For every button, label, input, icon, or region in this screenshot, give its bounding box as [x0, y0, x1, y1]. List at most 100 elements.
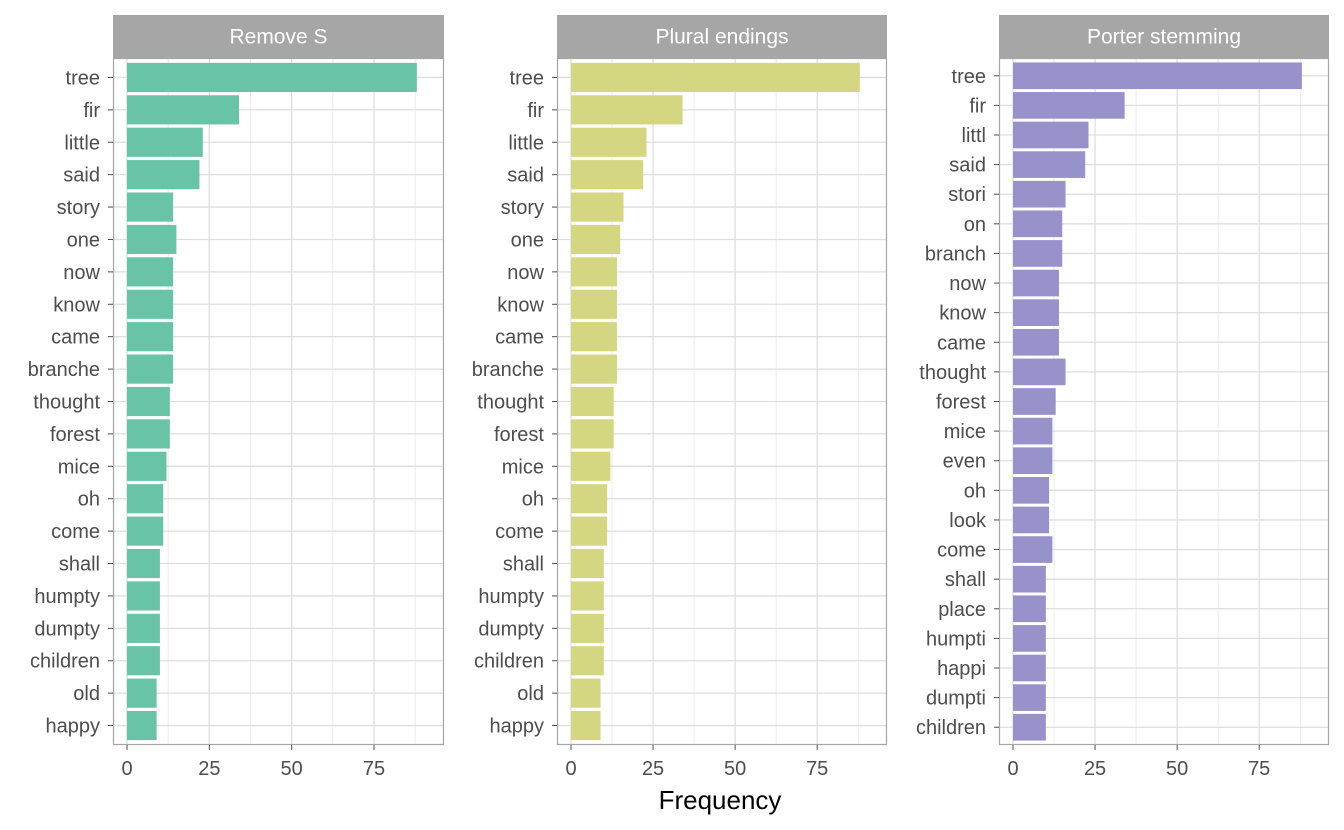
- bar: [571, 613, 604, 643]
- bar: [571, 322, 617, 352]
- bar: [1013, 595, 1046, 623]
- x-tick-label: 50: [724, 758, 746, 780]
- panel-border: [556, 57, 888, 746]
- bar: [571, 646, 604, 676]
- bar: [1013, 121, 1089, 149]
- category-label: happy: [490, 716, 545, 738]
- category-label: now: [949, 273, 986, 295]
- bar: [571, 678, 601, 708]
- category-label: know: [53, 294, 100, 316]
- x-tick-label: 25: [198, 758, 220, 780]
- bar: [1013, 477, 1050, 504]
- bar: [571, 484, 608, 514]
- bar: [1013, 684, 1046, 711]
- panels-layer: Remove S tree fir little said story one now know…: [28, 15, 1330, 780]
- bar: [571, 581, 604, 611]
- x-axis-title: Frequency: [659, 785, 782, 815]
- category-label: oh: [522, 489, 544, 511]
- bar: [1013, 536, 1053, 563]
- category-label: know: [939, 303, 986, 325]
- category-label: said: [507, 165, 544, 187]
- bar: [127, 192, 174, 222]
- category-label: children: [916, 717, 986, 739]
- bar: [127, 62, 417, 93]
- bar: [571, 160, 644, 190]
- category-label: come: [495, 521, 544, 543]
- bar: [571, 548, 604, 579]
- bar: [127, 451, 167, 481]
- bar: [127, 646, 160, 676]
- bar: [1013, 210, 1063, 238]
- bar: [1013, 625, 1046, 652]
- panel-border: [998, 57, 1330, 746]
- panel-title: Plural endings: [655, 26, 788, 49]
- category-label: dumpti: [926, 688, 986, 710]
- bar: [571, 192, 624, 222]
- bar: [127, 386, 170, 417]
- bar: [127, 95, 239, 125]
- panel: Plural endings tree fir little said story one n…: [472, 15, 888, 780]
- x-tick-label: 0: [1007, 758, 1018, 780]
- bar: [1013, 240, 1063, 267]
- bar: [1013, 269, 1059, 297]
- bar: [1013, 328, 1059, 356]
- category-label: story: [501, 197, 544, 219]
- category-label: came: [937, 332, 986, 354]
- category-label: forest: [494, 424, 544, 446]
- x-tick-label: 50: [1166, 758, 1188, 780]
- category-label: children: [30, 651, 100, 673]
- category-label: branch: [925, 243, 986, 265]
- category-label: children: [474, 651, 544, 673]
- bar: [127, 289, 174, 319]
- panel: Porter stemming tree fir littl said stori on br…: [916, 15, 1330, 780]
- panel-title: Porter stemming: [1087, 26, 1241, 49]
- category-label: tree: [66, 67, 100, 89]
- bar: [127, 548, 160, 579]
- bar: [127, 484, 164, 514]
- category-label: humpty: [478, 586, 544, 608]
- category-label: humpti: [926, 628, 986, 650]
- bar: [571, 419, 614, 449]
- bar: [127, 224, 177, 255]
- x-tick-label: 75: [1248, 758, 1270, 780]
- bar: [571, 451, 611, 481]
- x-tick-label: 75: [806, 758, 828, 780]
- x-tick-label: 75: [363, 758, 385, 780]
- x-tick-label: 0: [565, 758, 576, 780]
- bar: [1013, 506, 1050, 534]
- category-label: now: [63, 262, 100, 284]
- bar: [127, 354, 174, 384]
- category-label: came: [495, 327, 544, 349]
- category-label: come: [51, 521, 100, 543]
- category-label: one: [511, 229, 544, 251]
- category-label: now: [507, 262, 544, 284]
- category-label: fir: [969, 95, 986, 117]
- category-label: branche: [28, 359, 100, 381]
- category-label: said: [63, 165, 100, 187]
- panel-strip: [999, 15, 1329, 58]
- x-tick-label: 25: [1084, 758, 1106, 780]
- category-label: know: [497, 294, 544, 316]
- bar: [127, 516, 164, 546]
- category-label: come: [937, 540, 986, 562]
- bar: [1013, 388, 1056, 415]
- bar: [571, 127, 647, 157]
- category-label: oh: [964, 480, 986, 502]
- bar: [571, 289, 617, 319]
- category-label: mice: [944, 421, 986, 443]
- bar: [127, 419, 170, 449]
- bar: [571, 516, 608, 546]
- category-label: oh: [78, 489, 100, 511]
- bar: [1013, 62, 1302, 90]
- category-label: shall: [945, 569, 986, 591]
- x-tick-label: 0: [121, 758, 132, 780]
- category-label: happi: [937, 658, 986, 680]
- panel-title: Remove S: [229, 26, 327, 49]
- category-label: littl: [962, 125, 986, 147]
- bar: [1013, 713, 1046, 741]
- x-tick-label: 25: [642, 758, 664, 780]
- category-label: fir: [83, 100, 100, 122]
- bar: [571, 95, 683, 125]
- bar: [1013, 447, 1053, 475]
